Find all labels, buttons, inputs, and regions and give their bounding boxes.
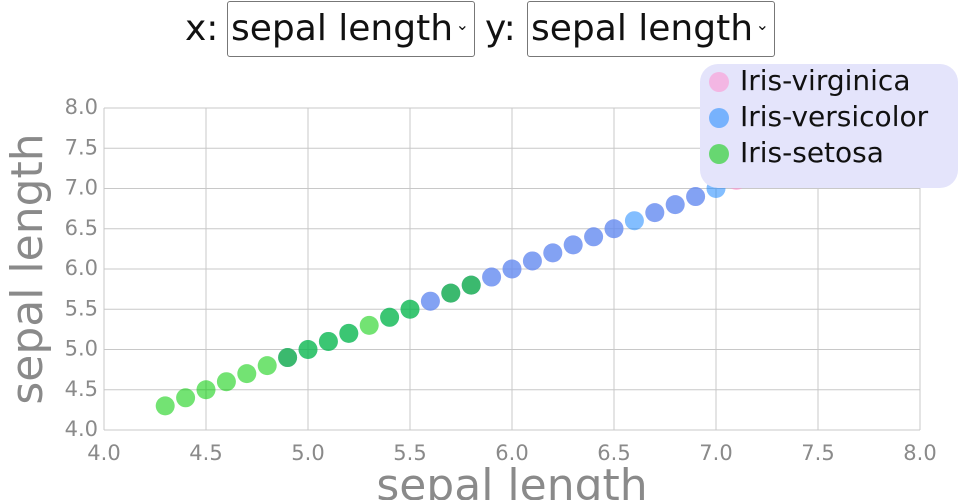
x-tick-label: 7.0 (699, 441, 732, 465)
point (563, 235, 583, 255)
point (216, 372, 236, 392)
point (278, 348, 298, 368)
point (359, 315, 379, 335)
x-control-label: x: (185, 8, 219, 49)
x-tick-label: 4.0 (87, 441, 120, 465)
x-tick-label: 6.0 (495, 441, 528, 465)
point (155, 396, 175, 416)
y-tick-label: 6.0 (65, 256, 98, 280)
y-tick-label: 4.0 (65, 417, 98, 441)
y-select[interactable]: sepal length ⌄ (527, 1, 775, 57)
point (318, 331, 338, 351)
point (584, 227, 604, 247)
point (665, 195, 685, 215)
x-tick-label: 8.0 (903, 441, 936, 465)
y-tick-label: 8.0 (65, 95, 98, 119)
point (543, 243, 563, 263)
y-tick-label: 6.5 (65, 216, 98, 240)
y-axis-title: sepal length (2, 133, 53, 404)
x-tick-label: 4.5 (189, 441, 222, 465)
point (400, 299, 420, 319)
point (624, 211, 644, 231)
legend-label: Iris-virginica (740, 64, 911, 97)
point (686, 187, 706, 207)
y-tick-label: 4.5 (65, 377, 98, 401)
x-tick-label: 5.5 (393, 441, 426, 465)
x-select-value: sepal length (231, 8, 454, 49)
x-select[interactable]: sepal length ⌄ (227, 1, 475, 57)
point (257, 356, 277, 376)
point (420, 291, 440, 311)
y-control-label: y: (485, 8, 516, 49)
point (522, 251, 542, 271)
point (502, 259, 522, 279)
point (237, 364, 257, 384)
point (196, 380, 216, 400)
point (482, 267, 502, 287)
chevron: ⌄ (755, 15, 769, 34)
legend-label: Iris-setosa (740, 136, 884, 169)
x-tick-label: 5.0 (291, 441, 324, 465)
y-tick-label: 5.0 (65, 337, 98, 361)
y-tick-label: 7.5 (65, 135, 98, 159)
point (339, 323, 359, 343)
y-select-value: sepal length (531, 8, 754, 49)
x-tick-label: 6.5 (597, 441, 630, 465)
chevron: ⌄ (455, 15, 469, 34)
point (604, 219, 624, 239)
point (298, 340, 318, 359)
legend-label: Iris-versicolor (740, 100, 929, 133)
legend-swatch (709, 108, 729, 128)
x-tick-label: 7.5 (801, 441, 834, 465)
legend-swatch (709, 72, 729, 92)
point (380, 307, 400, 327)
y-tick-label: 5.5 (65, 296, 98, 320)
point (176, 388, 196, 408)
x-axis-title: sepal length (376, 460, 647, 500)
point (441, 283, 461, 303)
y-tick-label: 7.0 (65, 176, 98, 200)
point (461, 275, 481, 295)
legend-swatch (709, 144, 729, 164)
point (645, 203, 665, 223)
legend-box (700, 64, 958, 188)
